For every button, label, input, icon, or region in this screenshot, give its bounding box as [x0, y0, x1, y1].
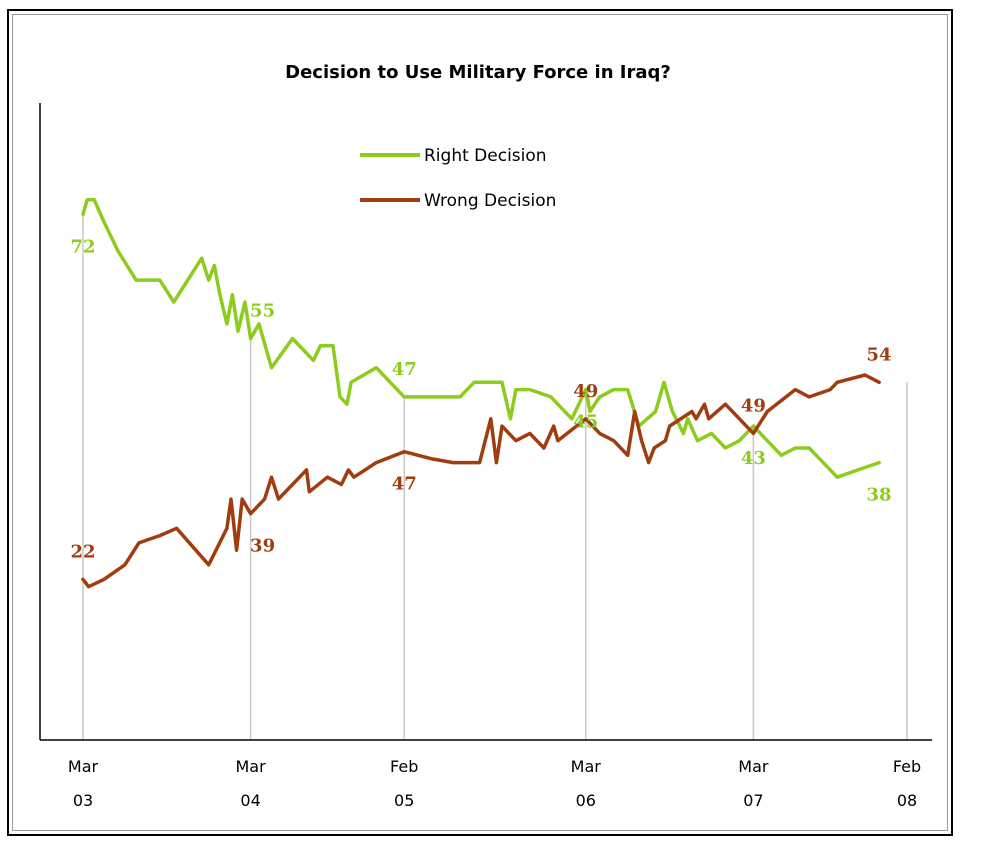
- data-label-right: 47: [392, 359, 417, 380]
- x-tick-month: Feb: [893, 757, 921, 776]
- x-tick-year: 03: [73, 791, 93, 810]
- legend-label-right: Right Decision: [424, 146, 547, 166]
- x-tick-month: Mar: [738, 757, 769, 776]
- chart-title: Decision to Use Military Force in Iraq?: [285, 62, 671, 83]
- x-tick-year: 05: [394, 791, 414, 810]
- data-label-wrong: 47: [392, 474, 417, 495]
- data-label-wrong: 22: [70, 541, 95, 562]
- x-tick-labels: Mar 03 Mar 04 Feb 05 Mar 06 Mar 07 Feb 08: [68, 757, 921, 810]
- data-label-right: 72: [70, 236, 95, 257]
- x-tick-month: Feb: [390, 757, 418, 776]
- data-label-wrong: 49: [741, 395, 766, 416]
- x-tick-year: 08: [897, 791, 917, 810]
- data-label-right: 45: [573, 412, 598, 433]
- series-line-wrong: [81, 373, 881, 589]
- gridlines: [82, 214, 908, 740]
- series-line-right: [81, 198, 881, 479]
- chart-frame: [7, 9, 953, 836]
- legend-label-wrong: Wrong Decision: [424, 191, 556, 211]
- x-tick-month: Mar: [68, 757, 99, 776]
- data-label-wrong: 39: [250, 536, 275, 557]
- data-label-right: 55: [250, 301, 275, 322]
- data-label-wrong: 49: [573, 381, 598, 402]
- data-labels: 72 55 47 45 43 38 22 39 47 49 49 54: [70, 236, 891, 562]
- data-label-right: 38: [867, 485, 892, 506]
- data-label-wrong: 54: [867, 344, 892, 365]
- x-tick-year: 06: [576, 791, 596, 810]
- x-tick-month: Mar: [571, 757, 602, 776]
- x-tick-month: Mar: [235, 757, 266, 776]
- legend: Right Decision Wrong Decision: [360, 146, 556, 211]
- data-label-right: 43: [741, 448, 766, 469]
- chart-frame-inner: [12, 14, 948, 831]
- x-tick-year: 07: [743, 791, 763, 810]
- series-layer: [81, 198, 881, 589]
- x-tick-year: 04: [240, 791, 260, 810]
